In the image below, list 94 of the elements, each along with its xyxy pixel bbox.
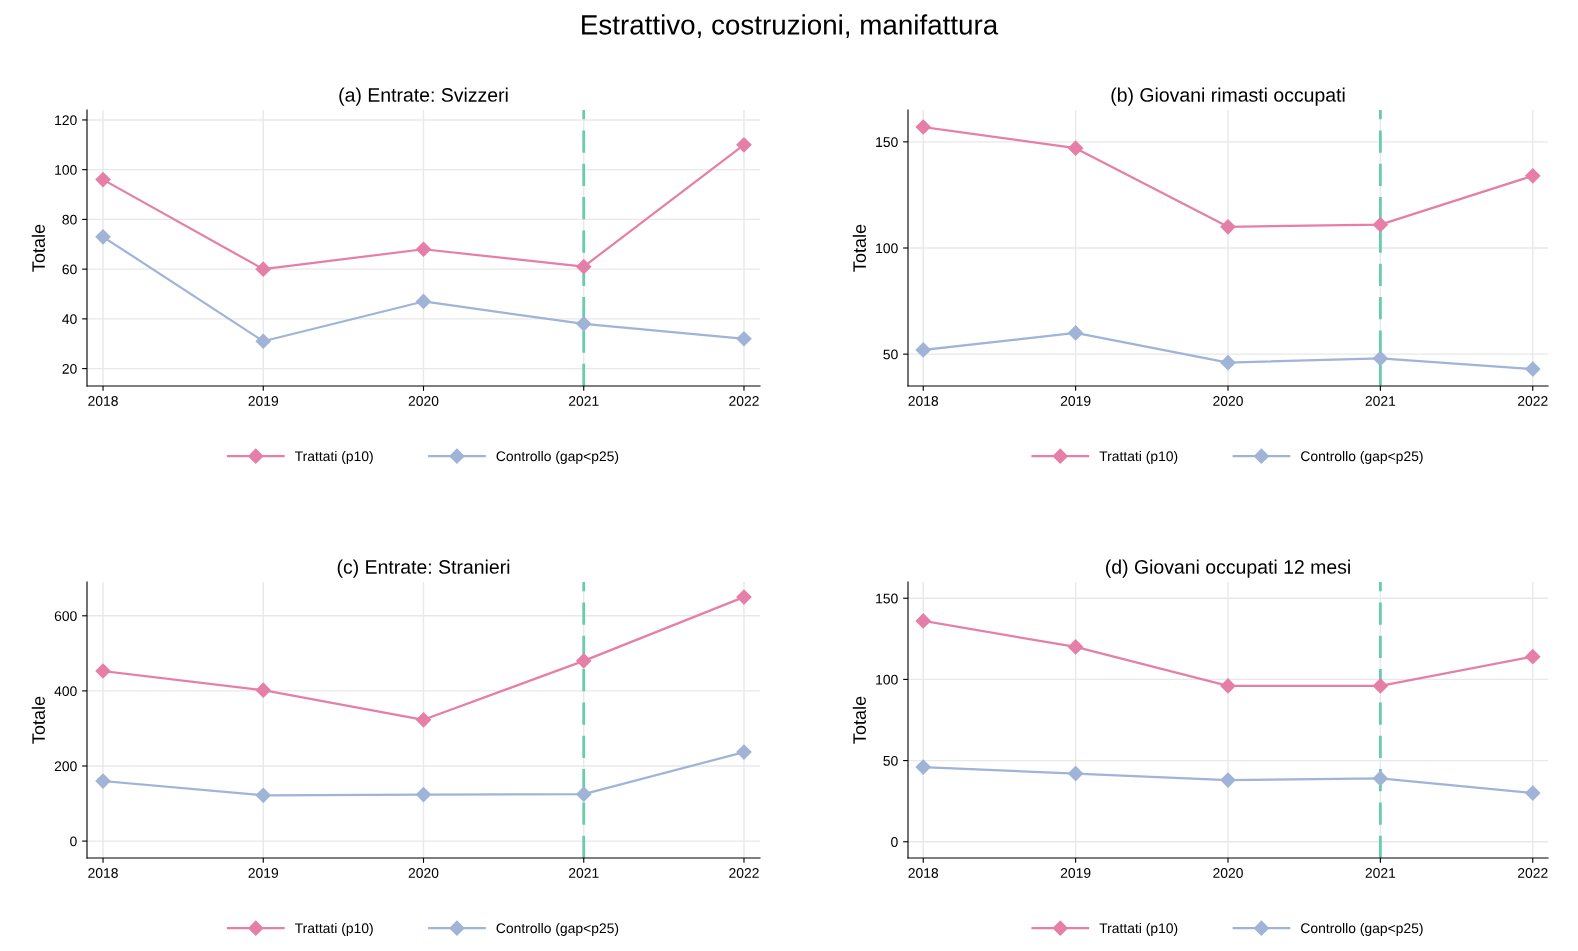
y-tick-label: 120 (55, 115, 77, 126)
legend-label: Trattati (p10) (294, 922, 373, 936)
legend-label: Trattati (p10) (1099, 450, 1178, 464)
point (1372, 217, 1388, 233)
point (915, 759, 931, 775)
legend-label: Trattati (p10) (1099, 922, 1178, 936)
y-tick-label: 100 (55, 165, 77, 175)
point (95, 663, 111, 679)
point (1068, 639, 1084, 655)
point (1220, 219, 1236, 235)
y-tick-label: 20 (62, 363, 77, 374)
point (95, 229, 111, 245)
x-tick-label: 2021 (1365, 868, 1396, 878)
point (1372, 350, 1388, 366)
legend-label: Controllo (gap<p25) (1301, 922, 1423, 936)
point (1525, 649, 1541, 665)
point (1220, 772, 1236, 788)
x-tick-label: 2021 (568, 396, 599, 406)
y-tick-label: 80 (62, 214, 77, 225)
point (736, 137, 752, 153)
y-tick-label: 150 (876, 593, 898, 604)
x-tick-label: 2021 (1365, 396, 1396, 406)
x-tick-label: 2018 (88, 868, 118, 878)
point (95, 172, 111, 188)
point (576, 653, 592, 669)
point (1068, 325, 1084, 341)
x-tick-label: 2018 (908, 396, 939, 406)
y-tick-label: 200 (54, 761, 77, 772)
x-tick-label: 2022 (1518, 396, 1548, 406)
x-tick-label: 2022 (729, 396, 759, 406)
x-tick-label: 2018 (88, 396, 118, 406)
legend-label: Controllo (gap<p25) (496, 922, 619, 936)
y-tick-label: 0 (70, 836, 77, 847)
x-tick-label: 2019 (1060, 396, 1091, 406)
y-tick-label: 40 (62, 314, 77, 325)
y-tick-label: 50 (883, 755, 898, 766)
y-tick-label: 0 (891, 837, 898, 847)
point (1525, 168, 1541, 184)
point (1372, 770, 1388, 787)
text: Estrattivo, costruzioni, manifattura (582, 14, 999, 38)
point (1220, 355, 1236, 371)
point (255, 333, 271, 349)
x-tick-label: 2020 (1213, 868, 1243, 878)
x-tick-label: 2022 (1518, 868, 1548, 878)
legend-label: Trattati (p10) (294, 450, 373, 464)
x-tick-label: 2020 (408, 868, 439, 878)
point (255, 787, 271, 803)
x-tick-label: 2019 (1060, 868, 1091, 878)
x-tick-label: 2020 (408, 396, 439, 406)
y-tick-label: 400 (54, 686, 77, 697)
y-tick-label: 100 (876, 243, 898, 254)
x-tick-label: 2019 (248, 396, 279, 406)
point (915, 119, 931, 135)
point (1525, 361, 1541, 377)
point (736, 589, 752, 605)
y-tick-label: 600 (54, 611, 77, 621)
y-axis-title: Totale (31, 224, 45, 272)
point (736, 744, 752, 760)
y-tick-label: 150 (876, 137, 898, 148)
point (915, 613, 931, 629)
y-tick-label: 50 (883, 349, 898, 360)
x-tick-label: 2019 (248, 868, 279, 878)
y-axis-title: Totale (852, 224, 866, 272)
point (415, 241, 432, 257)
x-tick-label: 2018 (908, 868, 939, 878)
point (1372, 678, 1388, 694)
point (255, 682, 271, 698)
point (1525, 785, 1541, 801)
chart-title: (a) Entrate: Svizzeri (339, 87, 508, 106)
x-tick-label: 2022 (729, 868, 759, 878)
point (1220, 678, 1236, 694)
point (415, 293, 432, 310)
point (576, 259, 592, 275)
legend-label: Controllo (gap<p25) (496, 450, 619, 464)
y-tick-label: 60 (62, 264, 77, 275)
point (415, 712, 432, 728)
point (1068, 140, 1084, 156)
point (915, 342, 931, 358)
y-axis-title: Totale (31, 696, 45, 744)
point (576, 316, 592, 332)
chart-title: (b) Giovani rimasti occupati (1111, 87, 1345, 106)
point (736, 331, 752, 347)
chart-title: (c) Entrate: Stranieri (337, 559, 510, 578)
x-tick-label: 2021 (568, 868, 599, 878)
point (415, 786, 432, 803)
y-tick-label: 100 (876, 674, 898, 685)
y-axis-title: Totale (852, 696, 866, 744)
point (1068, 766, 1084, 782)
x-tick-label: 2020 (1213, 396, 1243, 406)
legend-label: Controllo (gap<p25) (1301, 450, 1423, 464)
point (576, 786, 592, 802)
point (95, 773, 111, 789)
point (255, 261, 271, 277)
chart-title: (d) Giovani occupati 12 mesi (1106, 559, 1350, 578)
